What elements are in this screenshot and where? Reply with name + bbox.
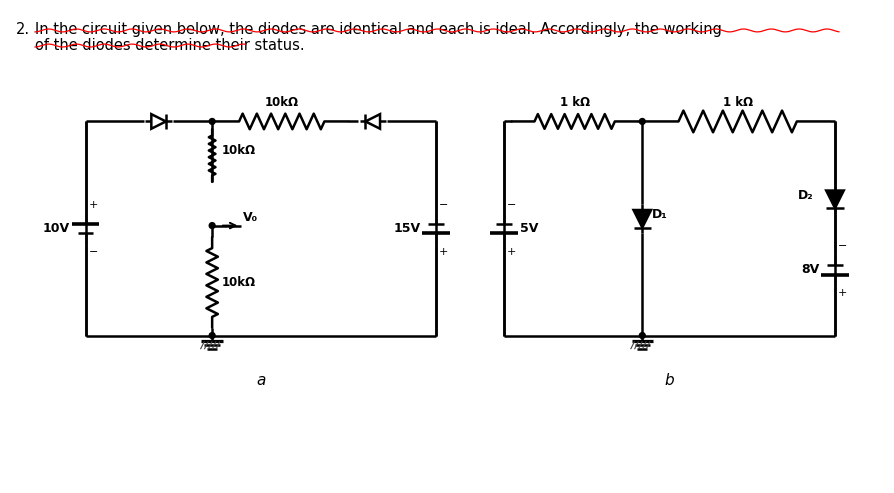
Circle shape [209, 223, 215, 228]
Text: −: − [507, 200, 517, 210]
Text: 5V: 5V [519, 222, 538, 235]
Polygon shape [826, 190, 844, 208]
Text: D₁: D₁ [652, 209, 668, 221]
Text: 15V: 15V [393, 222, 420, 235]
Text: −: − [439, 200, 448, 210]
Text: V₀: V₀ [243, 211, 258, 224]
Text: −: − [838, 242, 848, 251]
Text: +: + [439, 247, 448, 257]
Text: of the diodes determine their status.: of the diodes determine their status. [35, 38, 305, 53]
Circle shape [209, 118, 215, 124]
Circle shape [639, 333, 645, 339]
Polygon shape [634, 210, 651, 228]
Text: +: + [507, 247, 517, 257]
Text: +: + [89, 200, 98, 210]
Text: 10kΩ: 10kΩ [222, 276, 256, 289]
Text: 10kΩ: 10kΩ [222, 144, 256, 157]
Text: 8V: 8V [801, 263, 820, 277]
Text: 1 kΩ: 1 kΩ [560, 96, 590, 109]
Text: D₂: D₂ [798, 189, 814, 202]
Text: b: b [665, 373, 674, 387]
Text: 10V: 10V [43, 222, 70, 235]
Text: +: + [838, 288, 848, 298]
Circle shape [639, 118, 645, 124]
Text: 10kΩ: 10kΩ [265, 96, 299, 109]
Text: a: a [256, 373, 266, 387]
Circle shape [209, 333, 215, 339]
Text: −: − [89, 247, 98, 257]
Text: In the circuit given below, the diodes are identical and each is ideal. Accordin: In the circuit given below, the diodes a… [35, 22, 722, 37]
Text: 2.: 2. [15, 22, 30, 37]
Text: 1 kΩ: 1 kΩ [722, 96, 753, 109]
